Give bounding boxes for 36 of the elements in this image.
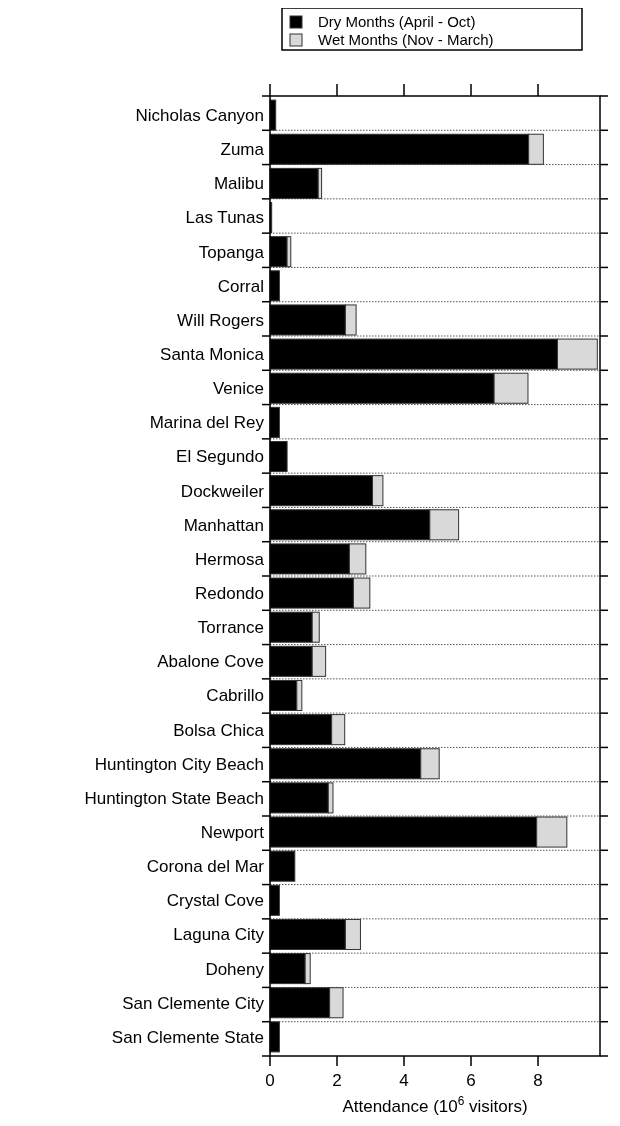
y-tick-label: Marina del Rey xyxy=(149,413,265,433)
y-tick-label: Santa Monica xyxy=(160,345,265,365)
y-tick-label: San Clemente City xyxy=(122,993,265,1013)
legend-label: Dry Months (April - Oct) xyxy=(318,13,476,31)
y-tick-label: El Segundo xyxy=(176,447,264,467)
x-tick-label: 6 xyxy=(466,1071,476,1090)
y-tick-label: Doheny xyxy=(205,959,265,979)
y-tick-label: Dockweiler xyxy=(180,481,265,501)
y-tick-label: Will Rogers xyxy=(177,310,264,330)
x-tick-label: 8 xyxy=(533,1071,543,1090)
y-tick-label: Las Tunas xyxy=(185,208,264,228)
y-tick-label: Bolsa Chica xyxy=(173,720,265,740)
y-tick-label: Malibu xyxy=(213,174,264,194)
y-tick-label: Venice xyxy=(212,379,264,399)
x-tick-label: 2 xyxy=(332,1071,342,1090)
x-axis-title: Attendance (10$^{6}$ visitors) xyxy=(342,1094,528,1116)
y-tick-label: Zuma xyxy=(220,140,265,160)
y-tick-label: Cabrillo xyxy=(206,686,264,706)
y-tick-label: Newport xyxy=(200,823,265,842)
y-tick-label: Topanga xyxy=(198,242,265,262)
y-tick-label: Redondo xyxy=(194,584,264,604)
y-tick-label: Crystal Cove xyxy=(166,891,264,911)
y-tick-label: Huntington City Beach xyxy=(94,754,264,774)
x-tick-label: 0 xyxy=(265,1071,275,1090)
legend-label: Wet Months (Nov - March) xyxy=(318,31,494,49)
y-tick-label: San Clemente State xyxy=(111,1027,264,1047)
y-tick-label: Abalone Cove xyxy=(157,652,264,672)
y-tick-label: Huntington State Beach xyxy=(84,788,264,808)
y-tick-label: Nicholas Canyon xyxy=(135,106,264,126)
y-tick-label: Corona del Mar xyxy=(146,857,265,877)
y-tick-label: Torrance xyxy=(197,618,264,638)
y-tick-label: Laguna City xyxy=(173,925,265,945)
y-tick-label: Manhattan xyxy=(183,515,264,535)
y-tick-label: Corral xyxy=(217,276,264,296)
x-tick-label: 4 xyxy=(399,1071,409,1090)
y-tick-label: Hermosa xyxy=(195,549,265,569)
